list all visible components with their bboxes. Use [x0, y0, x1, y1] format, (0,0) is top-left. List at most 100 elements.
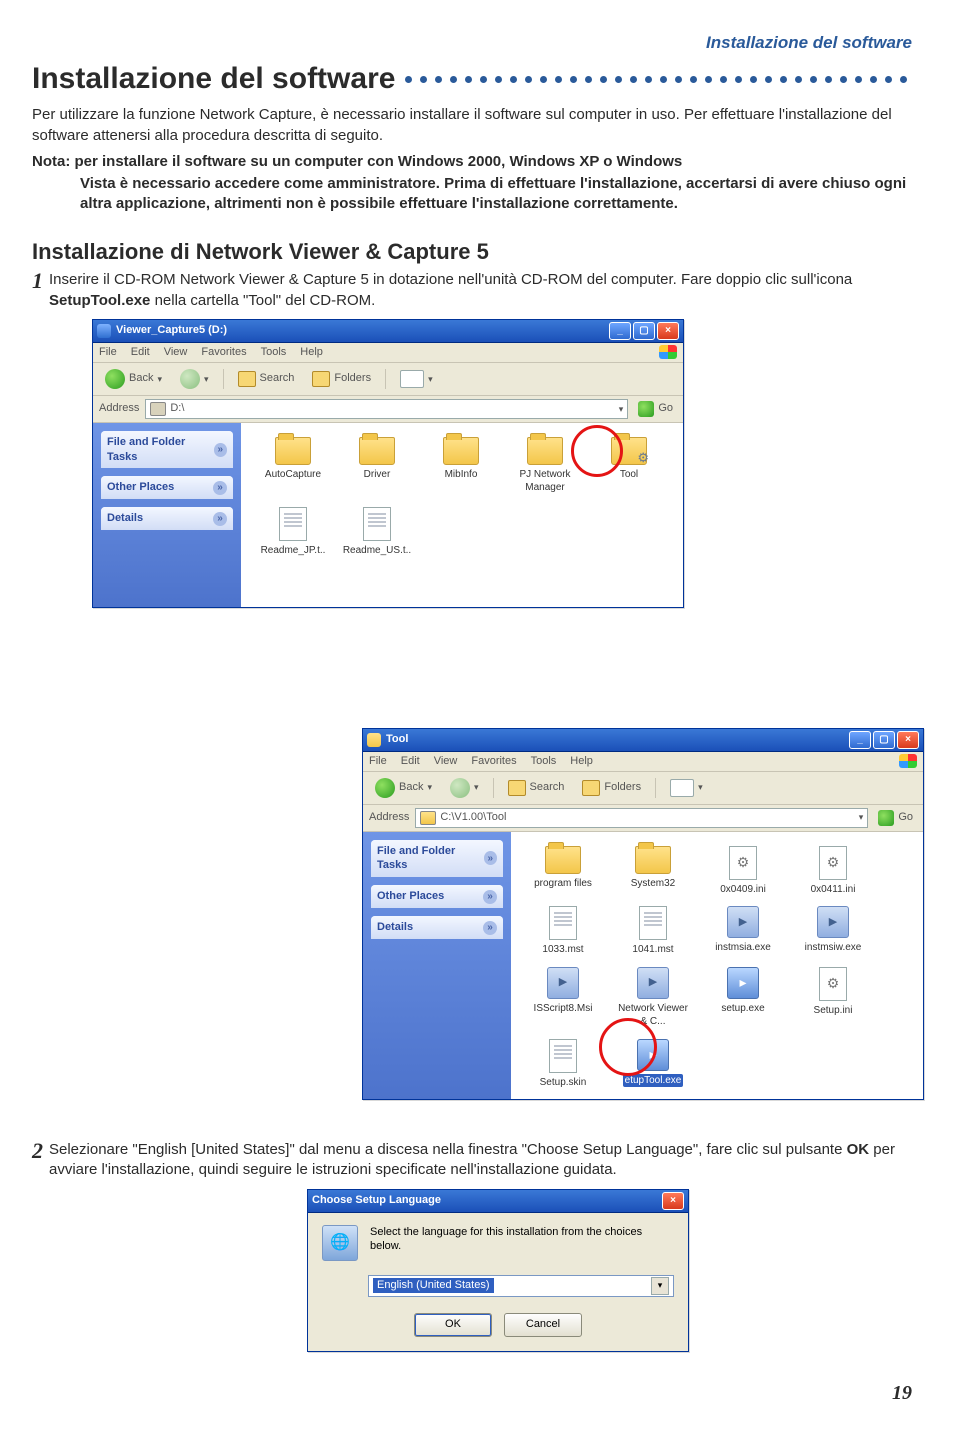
menu-favorites[interactable]: Favorites — [471, 754, 516, 769]
side-other-header[interactable]: Other Places» — [371, 885, 503, 908]
back-icon — [375, 778, 395, 798]
back-button[interactable]: Back ▾ — [369, 776, 438, 800]
file-networkviewer[interactable]: Network Viewer & C... — [617, 967, 689, 1029]
menu-tools[interactable]: Tools — [261, 345, 287, 360]
folder-mibinfo[interactable]: MibInfo — [425, 437, 497, 495]
document-icon — [279, 507, 307, 541]
section-heading: Installazione di Network Viewer & Captur… — [32, 237, 912, 267]
chevron-icon: » — [214, 443, 227, 457]
title-dotted-rule — [401, 74, 912, 84]
close-button[interactable]: × — [657, 322, 679, 340]
menu-view[interactable]: View — [164, 345, 188, 360]
folder-autocapture[interactable]: AutoCapture — [257, 437, 329, 495]
file-0x0411-ini[interactable]: 0x0411.ini — [797, 846, 869, 897]
side-tasks-header[interactable]: File and Folder Tasks» — [101, 431, 233, 469]
menu-file[interactable]: File — [369, 754, 387, 769]
back-button[interactable]: Back ▾ — [99, 367, 168, 391]
file-setuptool-exe[interactable]: etupTool.exe — [617, 1039, 689, 1090]
file-isscript8-msi[interactable]: ISScript8.Msi — [527, 967, 599, 1029]
minimize-button[interactable]: _ — [849, 731, 871, 749]
folders-button[interactable]: Folders — [576, 778, 647, 798]
search-button[interactable]: Search — [502, 778, 571, 798]
folders-button[interactable]: Folders — [306, 369, 377, 389]
address-input[interactable]: D:\ ▾ — [145, 399, 628, 419]
file-1033-mst[interactable]: 1033.mst — [527, 906, 599, 957]
step-number: 1 — [32, 270, 43, 311]
explorer-window-viewer-capture: Viewer_Capture5 (D:) _ ▢ × File Edit Vie… — [92, 319, 684, 608]
search-button[interactable]: Search — [232, 369, 301, 389]
side-details-header[interactable]: Details» — [371, 916, 503, 939]
folder-pjnetworkmanager[interactable]: PJ Network Manager — [509, 437, 581, 495]
ini-icon — [819, 846, 847, 880]
explorer-side-panel: File and Folder Tasks» Other Places» Det… — [363, 832, 511, 1100]
dialog-text: Select the language for this installatio… — [370, 1225, 674, 1255]
ok-button[interactable]: OK — [414, 1313, 492, 1337]
language-select[interactable]: English (United States) ▾ — [368, 1275, 674, 1297]
menu-tools[interactable]: Tools — [531, 754, 557, 769]
file-instmsia-exe[interactable]: instmsia.exe — [707, 906, 779, 957]
address-dropdown-icon[interactable]: ▾ — [619, 403, 624, 415]
folder-driver[interactable]: Driver — [341, 437, 413, 495]
note-body: Vista è necessario accedere come amminis… — [32, 174, 912, 215]
menu-edit[interactable]: Edit — [131, 345, 150, 360]
maximize-button[interactable]: ▢ — [633, 322, 655, 340]
folder-icon — [275, 437, 311, 465]
menu-view[interactable]: View — [434, 754, 458, 769]
file-instmsiw-exe[interactable]: instmsiw.exe — [797, 906, 869, 957]
cancel-button[interactable]: Cancel — [504, 1313, 582, 1337]
go-button[interactable]: Go — [874, 810, 917, 826]
close-button[interactable]: × — [897, 731, 919, 749]
menu-help[interactable]: Help — [300, 345, 323, 360]
folder-programfiles[interactable]: program files — [527, 846, 599, 897]
choose-setup-language-dialog: Choose Setup Language × 🌐 Select the lan… — [307, 1189, 689, 1352]
views-icon — [400, 370, 424, 388]
ini-icon — [819, 967, 847, 1001]
toolbar-separator — [493, 778, 494, 798]
folders-icon — [312, 371, 330, 387]
menu-edit[interactable]: Edit — [401, 754, 420, 769]
go-button[interactable]: Go — [634, 401, 677, 417]
file-setup-skin[interactable]: Setup.skin — [527, 1039, 599, 1090]
chevron-icon: » — [213, 481, 227, 495]
dialog-titlebar[interactable]: Choose Setup Language × — [308, 1190, 688, 1213]
setup-icon — [727, 967, 759, 999]
close-button[interactable]: × — [662, 1192, 684, 1210]
file-list[interactable]: AutoCapture Driver MibInfo PJ Network Ma… — [241, 423, 683, 607]
maximize-button[interactable]: ▢ — [873, 731, 895, 749]
file-setup-ini[interactable]: Setup.ini — [797, 967, 869, 1029]
forward-icon — [450, 778, 470, 798]
file-setup-exe[interactable]: setup.exe — [707, 967, 779, 1029]
note-lead: Nota: per installare il software su un c… — [32, 152, 912, 172]
side-other-header[interactable]: Other Places» — [101, 476, 233, 499]
minimize-button[interactable]: _ — [609, 322, 631, 340]
views-button[interactable]: ▾ — [394, 368, 439, 390]
menu-favorites[interactable]: Favorites — [201, 345, 246, 360]
window-titlebar[interactable]: Tool _ ▢ × — [363, 729, 923, 752]
drive-icon — [150, 402, 166, 416]
windows-flag-icon — [659, 345, 677, 359]
installer-icon — [637, 967, 669, 999]
installer-icon — [817, 906, 849, 938]
folder-system32[interactable]: System32 — [617, 846, 689, 897]
window-titlebar[interactable]: Viewer_Capture5 (D:) _ ▢ × — [93, 320, 683, 343]
menu-bar: File Edit View Favorites Tools Help — [363, 752, 923, 772]
side-details-header[interactable]: Details» — [101, 507, 233, 530]
address-dropdown-icon[interactable]: ▾ — [859, 811, 864, 823]
folder-icon — [420, 811, 436, 825]
menu-help[interactable]: Help — [570, 754, 593, 769]
file-list[interactable]: program files System32 0x0409.ini 0x0411… — [511, 832, 923, 1100]
forward-button[interactable]: ▾ — [174, 367, 215, 391]
menu-file[interactable]: File — [99, 345, 117, 360]
views-button[interactable]: ▾ — [664, 777, 709, 799]
document-icon — [549, 906, 577, 940]
toolbar-separator — [655, 778, 656, 798]
dropdown-icon[interactable]: ▾ — [651, 1277, 669, 1295]
side-tasks-header[interactable]: File and Folder Tasks» — [371, 840, 503, 878]
address-input[interactable]: C:\V1.00\Tool ▾ — [415, 808, 868, 828]
file-0x0409-ini[interactable]: 0x0409.ini — [707, 846, 779, 897]
forward-button[interactable]: ▾ — [444, 776, 485, 800]
file-readme-jp[interactable]: Readme_JP.t.. — [257, 507, 329, 558]
folder-tool[interactable]: Tool — [593, 437, 665, 495]
file-readme-us[interactable]: Readme_US.t.. — [341, 507, 413, 558]
file-1041-mst[interactable]: 1041.mst — [617, 906, 689, 957]
